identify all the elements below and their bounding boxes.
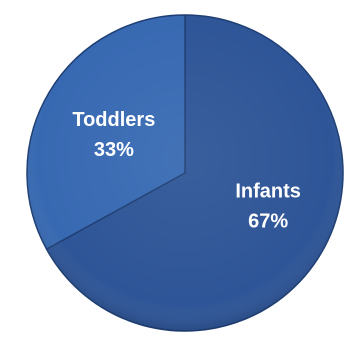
slice-label-toddlers: Toddlers (72, 109, 155, 131)
slice-percent-toddlers: 33% (94, 139, 134, 161)
slice-label-infants: Infants (235, 180, 301, 202)
slice-percent-infants: 67% (248, 210, 288, 232)
